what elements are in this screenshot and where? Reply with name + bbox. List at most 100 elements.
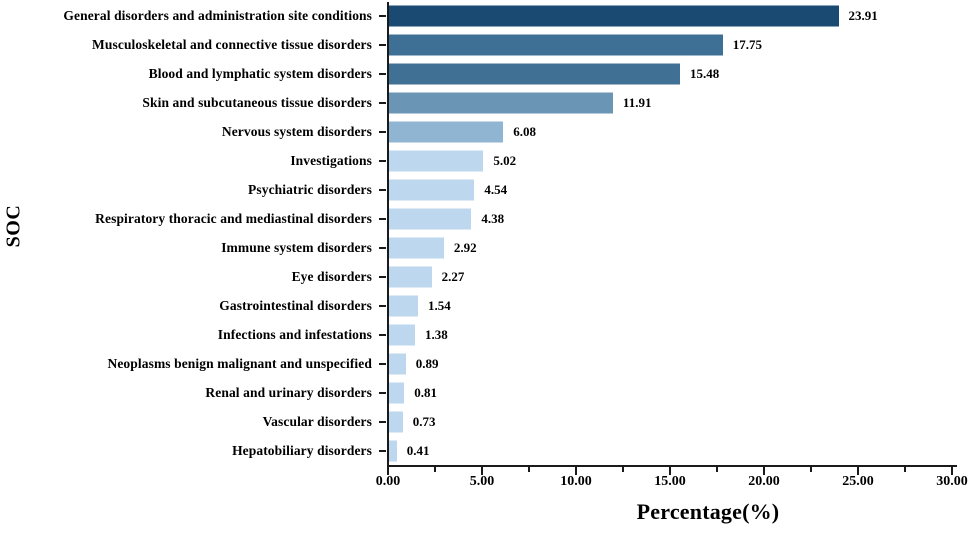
bar-row: Gastrointestinal disorders 1.54 [0, 291, 969, 320]
category-label: Infections and infestations [217, 326, 372, 342]
y-axis-tick [379, 362, 386, 365]
bar-row: Respiratory thoracic and mediastinal dis… [0, 205, 969, 234]
x-minor-tick [716, 467, 718, 472]
category-label: Investigations [290, 153, 372, 169]
x-axis-line [387, 465, 957, 467]
category-label: Vascular disorders [262, 413, 372, 429]
bar-row: Neoplasms benign malignant and unspecifi… [0, 349, 969, 378]
x-minor-tick [434, 467, 436, 472]
bar [389, 440, 397, 462]
bar-row: General disorders and administration sit… [0, 2, 969, 31]
y-axis-tick [379, 160, 386, 163]
category-label: Neoplasms benign malignant and unspecifi… [107, 355, 372, 371]
x-minor-tick [622, 467, 624, 472]
y-axis-tick [379, 333, 386, 336]
value-label: 0.41 [406, 442, 430, 458]
x-minor-tick [810, 467, 812, 472]
x-minor-tick [528, 467, 530, 472]
category-label: Skin and subcutaneous tissue disorders [142, 95, 372, 111]
bar [389, 63, 681, 85]
value-label: 2.92 [453, 239, 477, 255]
y-axis-tick [379, 391, 386, 394]
category-label: Hepatobiliary disorders [232, 442, 372, 458]
value-label: 4.54 [484, 182, 508, 198]
y-axis-tick [379, 102, 386, 105]
x-major-tick [951, 467, 953, 475]
value-label: 4.38 [481, 211, 505, 227]
value-label: 5.02 [493, 153, 517, 169]
category-label: Nervous system disorders [221, 124, 372, 140]
bar [389, 266, 432, 288]
bar-row: Vascular disorders 0.73 [0, 407, 969, 436]
x-tick-label: 5.00 [469, 474, 495, 489]
bar [389, 208, 472, 230]
category-label: Psychiatric disorders [248, 182, 372, 198]
bar [389, 382, 405, 404]
bar-row: Blood and lymphatic system disorders 15.4… [0, 60, 969, 89]
bar-row: Renal and urinary disorders 0.81 [0, 378, 969, 407]
y-axis-tick [379, 304, 386, 307]
x-major-tick [669, 467, 671, 475]
bar-row: Eye disorders 2.27 [0, 262, 969, 291]
y-axis-tick [379, 189, 386, 192]
category-label: Respiratory thoracic and mediastinal dis… [95, 211, 372, 227]
bar [389, 121, 504, 143]
bars-area: General disorders and administration sit… [0, 2, 969, 465]
bar-row: Psychiatric disorders 4.54 [0, 176, 969, 205]
x-major-tick [763, 467, 765, 475]
y-axis-tick [379, 15, 386, 18]
category-label: Renal and urinary disorders [205, 384, 372, 400]
y-axis-tick [379, 218, 386, 221]
category-label: Musculoskeletal and connective tissue di… [92, 37, 372, 53]
x-major-tick [575, 467, 577, 475]
category-label: Eye disorders [291, 268, 372, 284]
bar [389, 92, 613, 114]
bar [389, 34, 723, 56]
bar [389, 324, 415, 346]
bar [389, 150, 484, 172]
category-label: Gastrointestinal disorders [219, 297, 372, 313]
x-minor-tick [904, 467, 906, 472]
x-major-tick [387, 467, 389, 475]
value-label: 23.91 [848, 8, 878, 24]
bar-row: Skin and subcutaneous tissue disorders 11… [0, 89, 969, 118]
value-label: 0.89 [415, 355, 439, 371]
bar [389, 179, 475, 201]
value-label: 2.27 [441, 268, 465, 284]
value-label: 11.91 [622, 95, 652, 111]
y-axis-tick [379, 449, 386, 452]
category-label: Blood and lymphatic system disorders [148, 66, 372, 82]
value-label: 6.08 [513, 124, 537, 140]
bar [389, 295, 418, 317]
bar [389, 411, 403, 433]
value-label: 0.81 [414, 384, 437, 400]
x-major-tick [481, 467, 483, 475]
y-axis-tick [379, 246, 386, 249]
x-tick-label: 20.00 [748, 474, 780, 489]
value-label: 0.73 [412, 413, 436, 429]
bar-row: Nervous system disorders 6.08 [0, 118, 969, 147]
x-axis-title: Percentage(%) [636, 499, 780, 524]
value-label: 1.54 [427, 297, 451, 313]
y-axis-tick [379, 275, 386, 278]
x-tick-label: 15.00 [654, 474, 686, 489]
bar-row: Infections and infestations 1.38 [0, 320, 969, 349]
bar [389, 237, 444, 259]
y-axis-tick [379, 44, 386, 47]
x-tick-label: 25.00 [842, 474, 874, 489]
value-label: 1.38 [424, 326, 448, 342]
x-major-tick [857, 467, 859, 475]
category-label: General disorders and administration sit… [63, 8, 372, 24]
category-label: Immune system disorders [221, 239, 372, 255]
bar-row: Immune system disorders 2.92 [0, 234, 969, 263]
y-axis-tick [379, 131, 386, 134]
bar [389, 5, 839, 27]
value-label: 17.75 [732, 37, 762, 53]
value-label: 15.48 [690, 66, 720, 82]
bar-row: Musculoskeletal and connective tissue di… [0, 31, 969, 60]
x-tick-label: 0.00 [375, 474, 401, 489]
x-tick-label: 30.00 [936, 474, 968, 489]
bar [389, 353, 406, 375]
y-axis-line [387, 2, 389, 467]
